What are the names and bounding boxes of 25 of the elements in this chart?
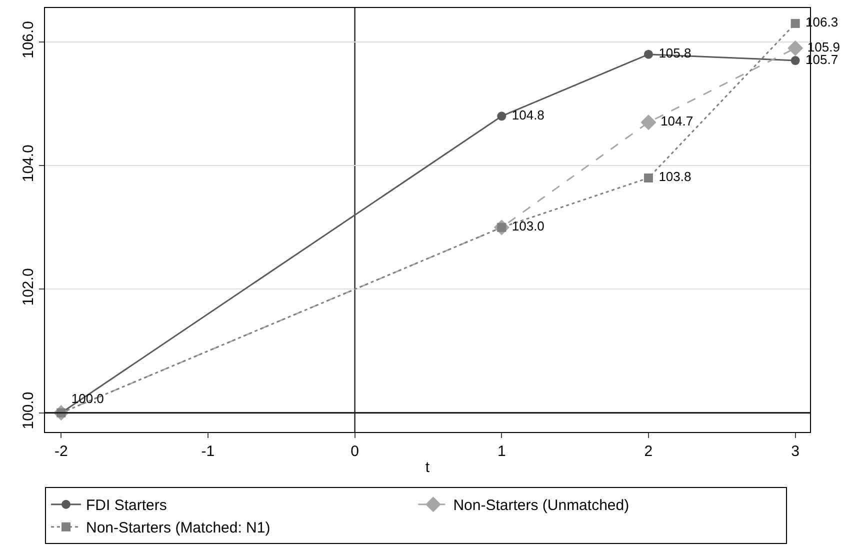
- legend-label: Non-Starters (Matched: N1): [86, 520, 270, 537]
- x-tick-label: 1: [497, 443, 506, 460]
- y-tick-label: 104.0: [20, 144, 37, 182]
- data-label: 104.7: [656, 114, 694, 129]
- x-tick-label: 2: [644, 443, 653, 460]
- data-label: 103.0: [508, 218, 544, 234]
- point: [790, 18, 800, 28]
- y-tick-label: 106.0: [20, 20, 37, 59]
- y-tick-label: 100.0: [20, 392, 37, 430]
- point: [644, 50, 653, 59]
- y-tick-label: 102.0: [20, 268, 37, 306]
- data-label: 104.8: [508, 107, 544, 122]
- data-label: 103.8: [655, 169, 692, 184]
- point: [640, 114, 656, 130]
- legend-label: Non-Starters (Unmatched): [453, 497, 630, 514]
- point: [497, 112, 506, 121]
- point: [790, 56, 800, 66]
- x-tick-label: -2: [54, 443, 68, 460]
- x-axis-title: t: [425, 459, 430, 476]
- x-tick-label: 0: [350, 443, 359, 460]
- x-tick-label: -1: [201, 443, 215, 460]
- x-tick-label: 3: [791, 443, 800, 460]
- legend-label: FDI Starters: [86, 497, 167, 514]
- point: [788, 40, 804, 56]
- point: [644, 173, 653, 182]
